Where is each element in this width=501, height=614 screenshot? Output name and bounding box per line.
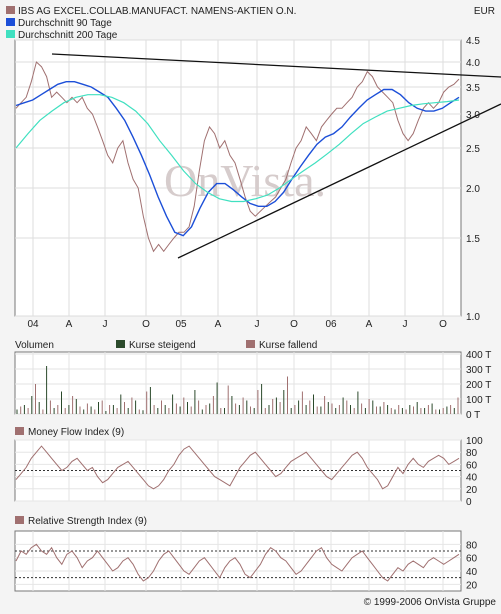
volume-panel-frame <box>14 351 462 415</box>
price-x-tick-label: J <box>255 319 260 330</box>
price-panel: OnVista. 4.54.03.53.02.52.01.51.0 04 A J O 0… <box>14 36 501 330</box>
mfi-y-tick-label: 0 <box>466 497 472 508</box>
rsi-y-tick-label: 60 <box>466 554 478 565</box>
ma90-legend-label: Durchschnitt 90 Tage <box>18 18 112 29</box>
mfi-grid <box>15 439 461 502</box>
volume-y-tick-label: 0 T <box>466 410 480 421</box>
mfi-y-tick-label: 80 <box>466 448 478 459</box>
rsi-y-tick-label: 40 <box>466 567 478 578</box>
volume-y-tick-label: 400 T <box>466 350 491 361</box>
rsi-y-ticks: 80 60 40 20 <box>466 540 478 591</box>
price-x-tick-label: J <box>403 319 408 330</box>
price-y-tick-label: 4.5 <box>466 36 480 47</box>
rsi-legend-swatch <box>15 516 24 524</box>
rsi-grid <box>15 531 461 591</box>
ma200-series-line <box>15 94 460 203</box>
currency-label: EUR <box>474 6 495 17</box>
rsi-line <box>15 543 460 582</box>
volume-y-tick-label: 200 T <box>466 380 491 391</box>
rsi-panel: 80 60 40 20 <box>14 530 478 592</box>
mfi-line <box>15 445 460 490</box>
ma90-legend-swatch <box>6 18 15 26</box>
price-y-tick-label: 1.0 <box>466 312 480 323</box>
volume-bars <box>16 366 459 414</box>
volume-y-tick-label: 100 T <box>466 395 491 406</box>
price-x-tick-label: A <box>366 319 373 330</box>
ma200-legend-label: Durchschnitt 200 Tage <box>18 30 118 41</box>
rsi-y-tick-label: 80 <box>466 540 478 551</box>
volume-y-ticks: 400 T 300 T 200 T 100 T 0 T <box>466 350 491 421</box>
mfi-y-tick-label: 40 <box>466 473 478 484</box>
ma200-legend-swatch <box>6 30 15 38</box>
ma90-series-line <box>15 81 460 237</box>
price-grid <box>15 39 461 317</box>
price-x-tick-label: J <box>103 319 108 330</box>
volume-y-tick-label: 300 T <box>466 365 491 376</box>
rsi-y-tick-label: 20 <box>466 580 478 591</box>
mfi-title: Money Flow Index (9) <box>28 427 124 438</box>
price-x-tick-label: 05 <box>175 319 187 330</box>
price-series-line <box>15 61 460 253</box>
price-x-tick-label: A <box>215 319 222 330</box>
rsi-series-line <box>15 543 460 582</box>
price-y-tick-label: 3.5 <box>466 83 480 94</box>
rising-legend-label: Kurse steigend <box>129 340 196 351</box>
price-legend-label: IBS AG EXCEL.COLLAB.MANUFACT. NAMENS-AKT… <box>18 6 296 17</box>
copyright-footer: © 1999-2006 OnVista Gruppe <box>364 597 497 608</box>
rising-legend-swatch <box>116 340 125 348</box>
mfi-y-tick-label: 60 <box>466 460 478 471</box>
lower-trend-line <box>177 103 501 259</box>
price-y-tick-label: 2.0 <box>466 184 480 195</box>
volume-grid <box>15 352 461 415</box>
rsi-title: Relative Strength Index (9) <box>28 516 147 527</box>
price-y-tick-label: 3.0 <box>466 110 480 121</box>
price-y-tick-label: 4.0 <box>466 58 480 69</box>
price-x-tick-label: 06 <box>325 319 337 330</box>
mfi-y-tick-label: 100 <box>466 436 483 447</box>
price-x-tick-label: O <box>439 319 447 330</box>
price-y-tick-label: 2.5 <box>466 144 480 155</box>
price-y-ticks: 4.5 4.0 3.5 3.0 2.5 2.0 1.5 1.0 <box>466 36 480 323</box>
price-x-ticks: 04 A J O 05 A J O 06 A J O <box>27 319 447 330</box>
price-y-tick-label: 1.5 <box>466 234 480 245</box>
mfi-legend-swatch <box>15 427 24 435</box>
falling-legend-label: Kurse fallend <box>259 340 317 351</box>
price-x-tick-label: 04 <box>27 319 39 330</box>
volume-title: Volumen <box>15 340 54 351</box>
volume-panel: 400 T 300 T 200 T 100 T 0 T <box>14 350 491 421</box>
price-x-tick-label: O <box>142 319 150 330</box>
price-lines <box>15 53 501 259</box>
price-x-tick-label: A <box>66 319 73 330</box>
falling-legend-swatch <box>246 340 255 348</box>
mfi-y-tick-label: 20 <box>466 485 478 496</box>
mfi-series-line <box>15 445 460 490</box>
upper-trend-line <box>51 53 501 78</box>
price-legend-swatch <box>6 6 15 14</box>
price-x-tick-label: O <box>290 319 298 330</box>
